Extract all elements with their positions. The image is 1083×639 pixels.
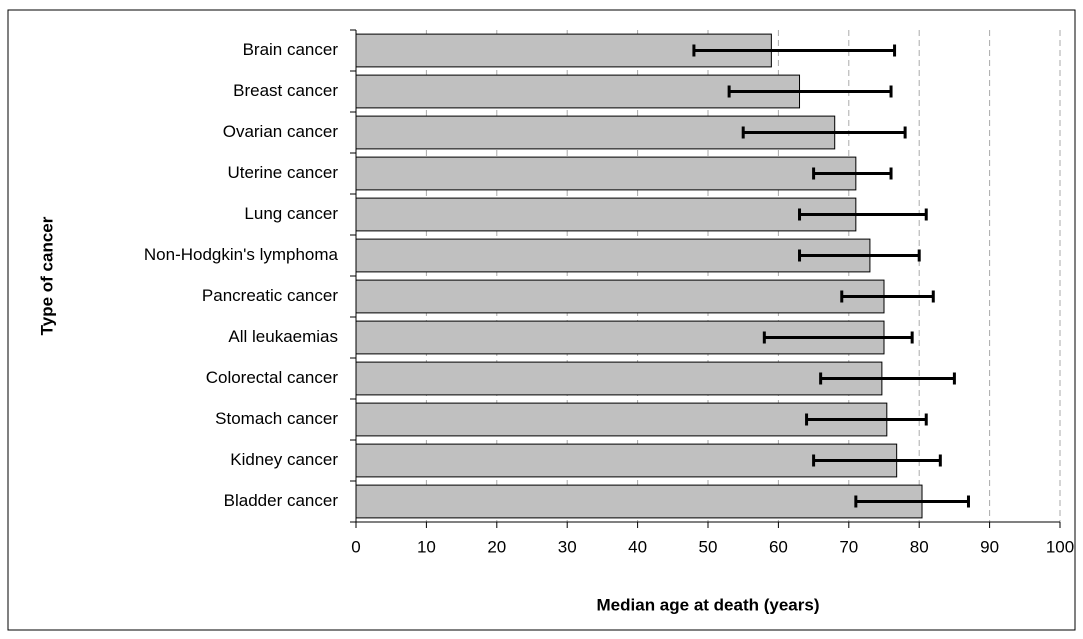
bar (355, 361, 883, 396)
chart-border (7, 9, 1076, 631)
x-tick-label: 50 (699, 537, 718, 556)
x-tick-label: 40 (628, 537, 647, 556)
bar (355, 238, 871, 273)
x-tick-label: 70 (839, 537, 858, 556)
x-tick-label: 20 (487, 537, 506, 556)
y-tick-label: Uterine cancer (227, 163, 338, 182)
y-tick-label: Colorectal cancer (206, 368, 339, 387)
x-tick-label: 80 (910, 537, 929, 556)
bar (355, 402, 888, 437)
y-axis-label: Type of cancer (37, 216, 56, 335)
bar (355, 443, 898, 478)
y-tick-label: Breast cancer (233, 81, 338, 100)
bar (355, 156, 857, 191)
y-tick-label: Non-Hodgkin's lymphoma (144, 245, 339, 264)
x-tick-label: 60 (769, 537, 788, 556)
x-tick-label: 0 (351, 537, 360, 556)
bar (355, 279, 885, 314)
y-tick-label: Kidney cancer (230, 450, 338, 469)
y-tick-label: Brain cancer (243, 40, 339, 59)
x-tick-label: 90 (980, 537, 999, 556)
y-tick-label: Lung cancer (244, 204, 338, 223)
bar (355, 197, 857, 232)
x-tick-label: 30 (558, 537, 577, 556)
y-tick-label: All leukaemias (228, 327, 338, 346)
y-tick-label: Bladder cancer (224, 491, 339, 510)
x-axis-label: Median age at death (years) (597, 595, 820, 614)
y-tick-label: Pancreatic cancer (202, 286, 338, 305)
x-tick-label: 100 (1046, 537, 1074, 556)
x-tick-label: 10 (417, 537, 436, 556)
bar (355, 484, 923, 519)
y-tick-label: Stomach cancer (215, 409, 338, 428)
y-tick-label: Ovarian cancer (223, 122, 339, 141)
